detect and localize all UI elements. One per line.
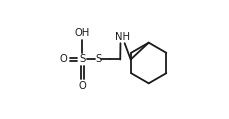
Text: S: S: [79, 55, 85, 64]
Text: S: S: [95, 55, 101, 64]
Text: NH: NH: [114, 32, 129, 42]
Text: O: O: [78, 81, 86, 91]
Text: OH: OH: [74, 28, 90, 38]
Text: O: O: [59, 55, 67, 64]
